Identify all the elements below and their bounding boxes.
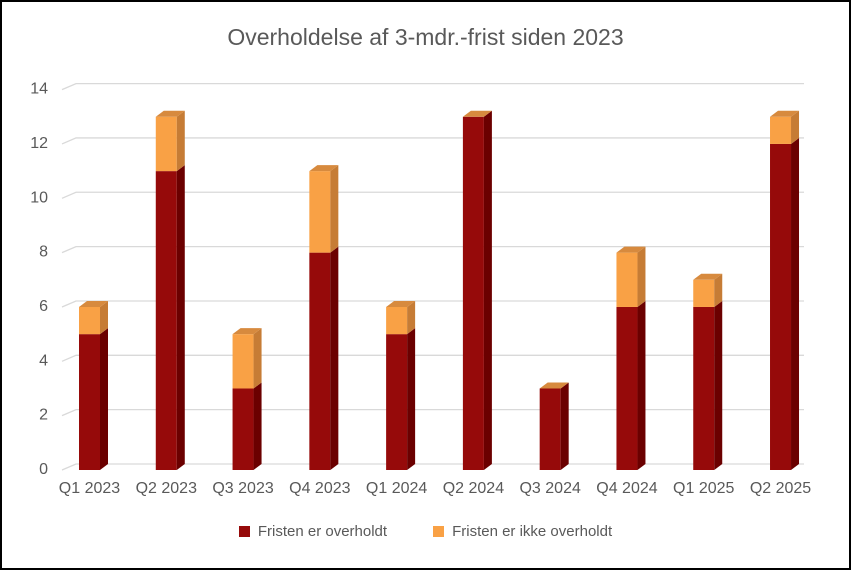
- y-tick-label: 10: [30, 189, 48, 206]
- legend-label-overholdt: Fristen er overholdt: [257, 523, 388, 540]
- x-category-label: Q3 2024: [519, 480, 580, 497]
- bar-segment-overholdt-side: [637, 300, 646, 470]
- bar-segment-overholdt: [155, 171, 177, 470]
- bar-segment-overholdt: [770, 143, 792, 470]
- bar-segment-overholdt-side: [791, 137, 800, 470]
- gridline: [61, 300, 804, 308]
- bar-segment-ikke-overholdt-side: [176, 110, 185, 172]
- bar-segment-ikke-overholdt: [79, 306, 100, 335]
- x-category-label: Q2 2025: [750, 480, 811, 497]
- bar-segment-ikke-overholdt: [693, 279, 715, 307]
- bar-segment-overholdt-side: [100, 328, 108, 470]
- bar-segment-overholdt: [462, 116, 484, 471]
- x-category-label: Q2 2023: [136, 480, 197, 497]
- bar-segment-ikke-overholdt: [232, 334, 254, 389]
- bar-segment-overholdt-side: [407, 328, 416, 470]
- legend-item-overholdt: Fristen er overholdt: [238, 523, 388, 540]
- bar-segment-overholdt: [309, 252, 331, 470]
- x-category-label: Q1 2024: [366, 480, 427, 497]
- legend: Fristen er overholdt Fristen er ikke ove…: [2, 523, 849, 540]
- y-tick-label: 14: [30, 81, 48, 98]
- y-tick-label: 12: [30, 135, 48, 152]
- bar-top-face: [693, 273, 723, 280]
- y-tick-label: 0: [39, 461, 48, 478]
- bar-segment-overholdt-side: [714, 300, 723, 470]
- bar-top-face: [155, 110, 185, 117]
- bar-top-face: [386, 300, 416, 307]
- legend-swatch-overholdt-icon: [238, 526, 250, 537]
- bar-segment-ikke-overholdt: [616, 252, 638, 307]
- gridline: [61, 82, 804, 91]
- bar-segment-overholdt-side: [560, 382, 569, 470]
- chart-title: Overholdelse af 3-mdr.-frist siden 2023: [227, 24, 624, 50]
- gridline: [61, 245, 804, 254]
- bar-top-face: [79, 300, 108, 307]
- x-category-label: Q4 2023: [289, 480, 350, 497]
- bar-segment-overholdt-side: [483, 110, 492, 471]
- bar-segment-ikke-overholdt-side: [791, 110, 800, 144]
- bar-segment-ikke-overholdt-side: [714, 273, 723, 307]
- y-tick-label: 2: [39, 407, 48, 424]
- legend-swatch-ikke-overholdt-icon: [433, 526, 445, 537]
- bar-segment-overholdt: [539, 388, 561, 470]
- bar-segment-ikke-overholdt-side: [637, 246, 646, 307]
- x-category-label: Q2 2024: [443, 480, 504, 497]
- x-category-label: Q4 2024: [596, 480, 657, 497]
- bar-segment-overholdt: [386, 334, 408, 470]
- bar-top-face: [539, 382, 569, 389]
- x-category-label: Q1 2023: [59, 480, 120, 497]
- bar-top-face: [770, 110, 800, 117]
- bar-segment-ikke-overholdt-side: [330, 165, 339, 253]
- y-tick-label: 4: [39, 352, 48, 369]
- bar-segment-overholdt-side: [176, 165, 185, 470]
- bar-top-face: [232, 328, 262, 335]
- y-tick-label: 6: [39, 298, 48, 315]
- bar-top-face: [616, 246, 646, 253]
- gridline: [61, 137, 804, 145]
- bar-segment-ikke-overholdt: [155, 116, 177, 172]
- bar-segment-overholdt: [79, 334, 100, 470]
- gridline: [61, 354, 804, 362]
- bar-segment-ikke-overholdt: [309, 171, 331, 253]
- x-category-label: Q3 2023: [212, 480, 273, 497]
- bar-segment-ikke-overholdt: [386, 306, 408, 335]
- legend-item-ikke-overholdt: Fristen er ikke overholdt: [433, 523, 612, 540]
- bar-segment-ikke-overholdt-side: [253, 328, 262, 389]
- bar-top-face: [309, 165, 339, 172]
- gridline: [61, 191, 804, 199]
- legend-label-ikke-overholdt: Fristen er ikke overholdt: [452, 523, 613, 540]
- bar-segment-overholdt: [232, 388, 254, 470]
- bar-segment-ikke-overholdt: [770, 116, 792, 144]
- bar-segment-ikke-overholdt-side: [100, 300, 108, 335]
- y-tick-label: 8: [39, 244, 48, 261]
- bar-segment-overholdt-side: [330, 246, 339, 470]
- bar-segment-ikke-overholdt-side: [407, 300, 416, 335]
- bar-segment-overholdt: [616, 306, 638, 470]
- bar-chart-plot: 0 2 4 6 8 10 12 14 Q1 2023 Q2 2023 Q3 2023 Q4 2023 Q…: [30, 81, 811, 497]
- bar-segment-overholdt: [693, 306, 715, 470]
- bar-top-face: [462, 110, 492, 117]
- x-category-label: Q1 2025: [673, 480, 734, 497]
- bar-segment-overholdt-side: [253, 382, 262, 470]
